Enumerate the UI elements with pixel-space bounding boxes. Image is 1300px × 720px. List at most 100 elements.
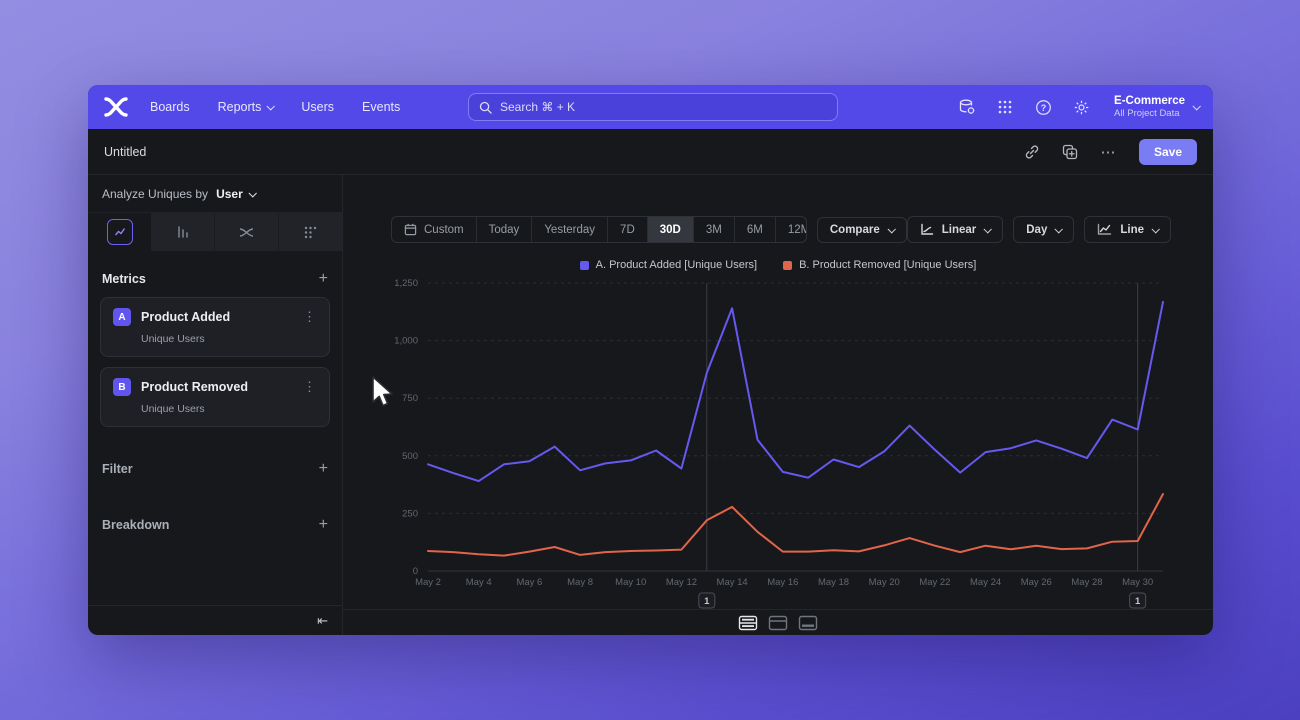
flow-tab-icon [239,227,254,237]
scale-selector[interactable]: Linear [906,216,1004,243]
legend-label: A. Product Added [Unique Users] [595,259,758,271]
analyze-value: User [216,186,243,201]
data-management-icon[interactable] [958,98,976,116]
annotation-badge[interactable] [1129,592,1147,609]
add-metric-button[interactable]: + [318,270,328,287]
add-breakdown-button[interactable]: + [318,516,328,533]
settings-gear-icon[interactable] [1072,98,1090,116]
mixpanel-logo-icon[interactable] [104,97,128,117]
range-button-30d[interactable]: 30D [646,217,693,242]
metric-subtitle: Unique Users [141,403,205,415]
annotation-badge[interactable] [698,592,716,609]
app-window: Boards Reports Users Events Search ⌘ + K [88,85,1213,635]
range-button-12m[interactable]: 12M [774,217,806,242]
calendar-icon [404,223,417,236]
filter-section-header: Filter + [88,461,342,477]
breakdown-section-header: Breakdown + [88,517,342,533]
x-tick-label: May 12 [666,577,697,588]
search-input[interactable]: Search ⌘ + K [468,93,838,121]
nav-item-boards[interactable]: Boards [150,100,190,114]
metric-badge: A [113,308,131,326]
range-button-custom[interactable]: Custom [392,217,476,242]
line-chart[interactable]: 0 250 500 750 1,000 1,250 1 1 May 2 May 4 May 6 May… [343,275,1213,623]
interval-selector[interactable]: Day [1013,216,1075,243]
chart-type-label: Line [1120,223,1144,236]
metrics-section-header: Metrics + [88,271,342,287]
search-icon [479,101,492,114]
layout-table-only-button[interactable] [798,615,818,631]
report-title[interactable]: Untitled [104,144,147,159]
metric-card-b[interactable]: B Product Removed ⋮ Unique Users [100,367,330,427]
scale-label: Linear [941,223,977,236]
compare-label: Compare [829,223,880,236]
chart-panel: CustomTodayYesterday7D30D3M6M12M Compare… [343,175,1213,635]
sidebar-footer: ⇤ [88,605,342,635]
metric-card-a[interactable]: A Product Added ⋮ Unique Users [100,297,330,357]
chevron-down-icon [983,224,993,234]
x-tick-label: May 6 [516,577,542,588]
legend-label: B. Product Removed [Unique Users] [799,259,977,271]
range-button-3m[interactable]: 3M [692,217,734,242]
series-line[interactable] [427,300,1164,483]
search-placeholder: Search ⌘ + K [500,100,576,114]
nav-item-users[interactable]: Users [301,100,335,114]
y-tick-label: 750 [402,393,418,404]
layout-chart-only-button[interactable] [768,615,788,631]
x-tick-label: May 14 [717,577,748,588]
more-options-icon[interactable]: ⋯ [1100,143,1116,161]
legend-item[interactable]: B. Product Removed [Unique Users] [783,259,976,271]
interval-label: Day [1026,223,1048,236]
save-button[interactable]: Save [1138,138,1197,165]
layout-toggle-bar [343,609,1213,635]
legend-swatch [783,260,793,270]
apps-grid-icon[interactable] [996,98,1014,116]
tab-table[interactable] [279,213,342,251]
compare-button[interactable]: Compare [816,216,907,243]
bar-chart-tab-icon [177,226,188,238]
y-tick-label: 500 [402,451,418,462]
nav-item-reports[interactable]: Reports [218,100,276,114]
tab-bar-chart[interactable] [151,213,215,251]
axis-scale-icon [921,223,933,235]
range-button-today[interactable]: Today [475,217,532,242]
tab-flow[interactable] [215,213,279,251]
layout-split-view-button[interactable] [738,615,758,631]
annotation-badge-label: 1 [704,596,710,607]
share-link-icon[interactable] [1023,143,1041,161]
x-tick-label: May 22 [919,577,950,588]
metric-menu-icon[interactable]: ⋮ [303,309,317,324]
visualization-tabs [88,213,342,251]
x-tick-label: May 10 [615,577,646,588]
y-tick-label: 250 [402,508,418,519]
chart-type-selector[interactable]: Line [1084,216,1171,243]
tab-insights-line[interactable] [88,213,151,251]
line-type-icon [1098,223,1112,235]
project-subtitle: All Project Data [1114,108,1180,119]
collapse-sidebar-icon[interactable]: ⇤ [317,612,328,628]
chevron-down-icon [266,102,276,111]
series-line[interactable] [427,493,1164,557]
chevron-down-icon [1192,102,1201,111]
metric-subtitle: Unique Users [141,333,205,345]
range-button-yesterday[interactable]: Yesterday [531,217,607,242]
x-tick-label: May 18 [818,577,849,588]
analyze-uniques-selector[interactable]: Analyze Uniques by User [88,175,342,213]
project-switcher[interactable]: E-Commerce All Project Data [1114,95,1201,119]
range-button-6m[interactable]: 6M [733,217,775,242]
filter-title: Filter [102,462,133,476]
legend-item[interactable]: A. Product Added [Unique Users] [579,259,758,271]
chevron-down-icon [887,224,896,234]
duplicate-icon[interactable] [1061,143,1079,161]
range-button-7d[interactable]: 7D [607,217,647,242]
nav-item-events[interactable]: Events [362,100,401,114]
chevron-down-icon [248,188,257,198]
help-icon[interactable]: ? [1034,98,1052,116]
metric-menu-icon[interactable]: ⋮ [303,379,317,394]
metric-name: Product Removed [141,380,248,394]
x-tick-label: May 16 [767,577,798,588]
chevron-down-icon [1054,224,1064,234]
x-tick-label: May 24 [970,577,1001,588]
add-filter-button[interactable]: + [318,460,328,477]
x-tick-label: May 26 [1021,577,1052,588]
